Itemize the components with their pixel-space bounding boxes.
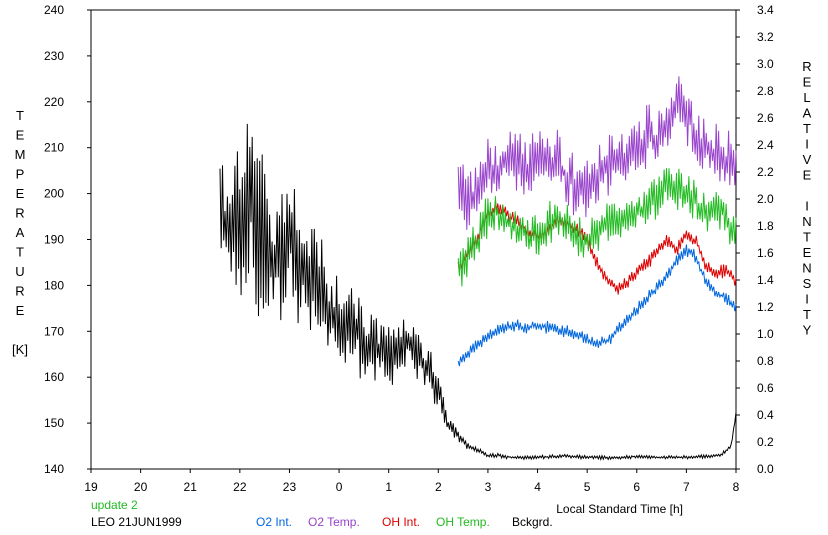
right-axis-ticks: 0.0 0.2 0.4 0.6 0.8 1.0 1.2 1.4 1.6 1.8 2.0 2.2 2.4 2… [736,3,774,476]
left-axis-letter: R [15,206,24,221]
left-axis-letter: E [16,303,25,318]
left-tick-label: 230 [44,49,64,63]
legend-entry: OH Temp. [436,515,490,529]
right-axis-letter: Y [803,323,812,338]
x-tick-label: 19 [84,480,98,494]
right-axis-letter: A [803,106,812,121]
right-axis-letter: I [805,292,809,307]
right-tick-label: 1.2 [757,300,774,314]
series-lines [219,76,737,461]
left-axis-letter: [K] [12,342,28,357]
left-tick-label: 170 [44,324,64,338]
left-tick-label: 160 [44,370,64,384]
left-axis-letter: T [16,108,24,123]
right-axis-letter: E [803,75,812,90]
left-tick-label: 220 [44,95,64,109]
left-tick-label: 240 [44,3,64,17]
right-tick-label: 2.4 [757,138,774,152]
right-tick-label: 2.6 [757,111,774,125]
left-axis-letter: A [16,225,25,240]
series-line [457,244,737,367]
x-tick-label: 21 [184,480,198,494]
x-tick-label: 4 [534,480,541,494]
right-tick-label: 1.8 [757,219,774,233]
right-axis-letter: T [803,307,811,322]
series-line [457,168,737,287]
left-axis-letter: T [16,245,24,260]
left-tick-label: 190 [44,233,64,247]
right-tick-label: 0.2 [757,435,774,449]
right-axis-letter: R [802,59,811,74]
right-tick-label: 0.6 [757,381,774,395]
right-axis-letter: E [803,245,812,260]
station-date-note: LEO 21JUN1999 [91,515,182,529]
right-axis-letter: S [803,276,812,291]
x-tick-label: 5 [584,480,591,494]
right-tick-label: 2.0 [757,192,774,206]
left-tick-label: 180 [44,278,64,292]
left-axis-ticks: 140 150 160 170 180 190 200 210 220 230 240 [44,3,91,476]
left-axis-letter: R [15,284,24,299]
right-tick-label: 3.4 [757,3,774,17]
right-tick-label: 1.0 [757,327,774,341]
left-axis-letter: E [16,128,25,143]
x-axis-ticks: 19 20 21 22 23 0 1 2 3 4 5 6 7 8 [84,469,740,494]
right-tick-label: 3.2 [757,30,774,44]
series-line [457,76,737,230]
left-tick-label: 140 [44,462,64,476]
series-line [219,123,737,461]
right-axis-letter: T [803,230,811,245]
x-tick-label: 7 [683,480,690,494]
plot-frame [90,9,737,470]
series-line [457,200,737,295]
right-axis-letter: N [802,261,811,276]
right-tick-label: 1.6 [757,246,774,260]
x-tick-label: 2 [435,480,442,494]
legend-entry: OH Int. [382,515,421,529]
x-tick-label: 22 [233,480,247,494]
x-tick-label: 20 [134,480,148,494]
x-tick-label: 23 [283,480,297,494]
right-axis-letter: I [805,137,809,152]
right-tick-label: 3.0 [757,57,774,71]
x-tick-label: 1 [385,480,392,494]
right-tick-label: 0.0 [757,462,774,476]
left-axis-letter: E [16,186,25,201]
update-note: update 2 [91,498,138,512]
right-axis-letter: N [802,214,811,229]
x-tick-label: 8 [733,480,740,494]
left-axis-letter: M [15,147,26,162]
right-tick-label: 1.4 [757,273,774,287]
x-axis-label: Local Standard Time [h] [556,502,683,516]
right-tick-label: 2.8 [757,84,774,98]
legend-entry: O2 Int. [256,515,293,529]
left-axis-letter: P [16,167,25,182]
left-tick-label: 150 [44,416,64,430]
legend-entry: Bckgrd. [512,515,553,529]
left-tick-label: 200 [44,187,64,201]
right-tick-label: 2.2 [757,165,774,179]
x-tick-label: 3 [485,480,492,494]
x-tick-label: 6 [633,480,640,494]
x-tick-label: 0 [336,480,343,494]
legend-entry: O2 Temp. [308,515,360,529]
left-axis-letter: U [15,264,24,279]
right-tick-label: 0.8 [757,354,774,368]
right-axis-letter: T [803,121,811,136]
right-axis-letter: E [803,168,812,183]
right-tick-label: 0.4 [757,408,774,422]
right-axis-letter: V [803,152,812,167]
left-tick-label: 210 [44,141,64,155]
right-axis-letter: L [803,90,810,105]
right-axis-letter: I [805,199,809,214]
